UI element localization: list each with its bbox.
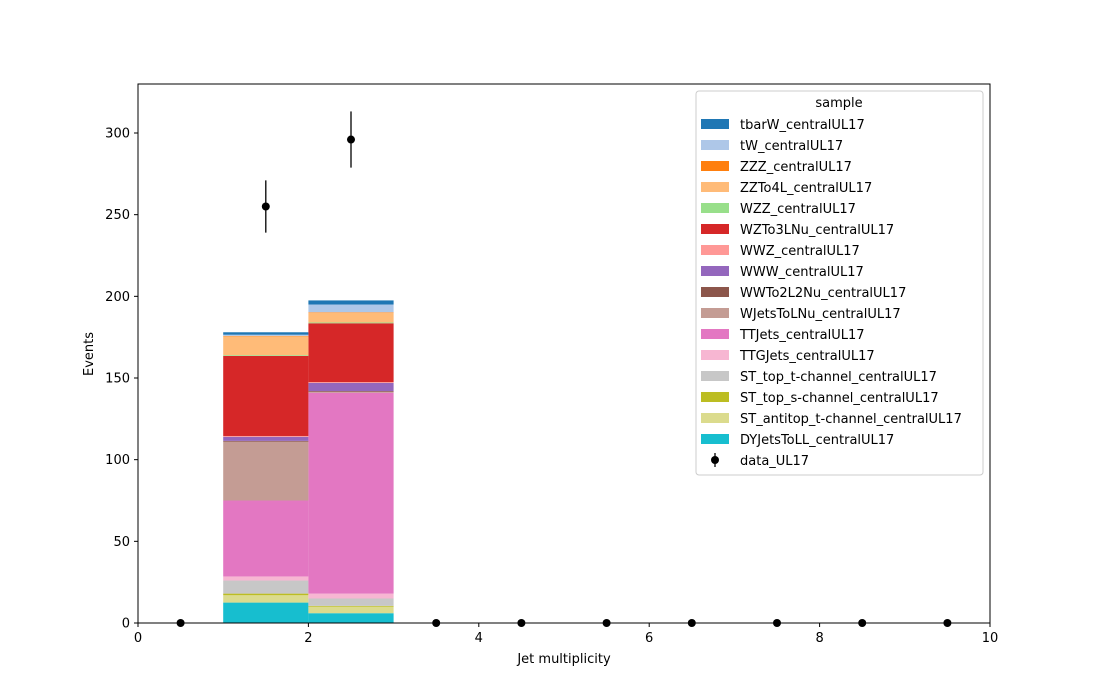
x-axis: 0 2 4 6 8 10	[134, 623, 998, 646]
bar-st-antitop-t-channel-centralul17-bin-2	[308, 606, 394, 614]
legend-label-www-centralul17: WWW_centralUL17	[740, 265, 864, 280]
bar-st-top-t-channel-centralul17-bin-2	[308, 598, 394, 606]
bar-tbarw-centralul17-bin-2	[308, 300, 394, 305]
data-point-2	[347, 135, 355, 144]
legend-swatch-zzto4l-centralul17	[701, 182, 729, 192]
legend-label-dyjetstoll-centralul17: DYJetsToLL_centralUL17	[740, 433, 894, 448]
bar-wwto2l2nu-centralul17-bin-1	[223, 440, 309, 442]
stacked-bars	[223, 300, 394, 623]
bar-wzto3lnu-centralul17-bin-2	[308, 323, 394, 383]
legend-label-tw-centralul17: tW_centralUL17	[740, 139, 843, 154]
legend-swatch-st-top-t-channel-centralul17	[701, 371, 729, 381]
legend-label-st-top-s-channel-centralul17: ST_top_s-channel_centralUL17	[740, 391, 939, 406]
legend-swatch-st-top-s-channel-centralul17	[701, 392, 729, 402]
legend-swatch-ttjets-centralul17	[701, 329, 729, 339]
x-tick-label-0: 0	[134, 631, 142, 646]
legend-swatch-wwto2l2nu-centralul17	[701, 287, 729, 297]
legend-frame	[695, 90, 984, 476]
plot-frame	[137, 83, 991, 624]
legend-label-wwto2l2nu-centralul17: WWTo2L2Nu_centralUL17	[740, 286, 906, 301]
bar-ttgjets-centralul17-bin-1	[223, 576, 309, 581]
bar-dyjetstoll-centralul17-bin-1	[223, 602, 309, 623]
x-tick-label-4: 8	[815, 631, 823, 646]
x-axis-label: Jet multiplicity	[516, 652, 611, 667]
bar-dyjetstoll-centralul17-bin-2	[308, 613, 394, 623]
bar-www-centralul17-bin-2	[308, 382, 394, 392]
bar-ttjets-centralul17-bin-1	[223, 500, 309, 577]
legend-label-wjetstolnu-centralul17: WJetsToLNu_centralUL17	[740, 307, 901, 322]
legend: sample tbarW_centralUL17 tW_centralUL17 ZZ…	[695, 90, 984, 476]
legend-swatch-st-antitop-t-channel-centralul17	[701, 413, 729, 423]
legend-data-marker	[711, 456, 719, 464]
bar-www-centralul17-bin-1	[223, 436, 309, 441]
y-tick-label-2: 100	[105, 453, 130, 468]
legend-swatch-tbarw-centralul17	[701, 119, 729, 129]
legend-swatch-wzto3lnu-centralul17	[701, 224, 729, 234]
bar-st-top-t-channel-centralul17-bin-1	[223, 580, 309, 594]
bar-ttjets-centralul17-bin-2	[308, 392, 394, 594]
bar-zzto4l-centralul17-bin-2	[308, 312, 394, 323]
bar-st-top-s-channel-centralul17-bin-1	[223, 593, 309, 596]
bar-wzz-centralul17-bin-2	[308, 322, 394, 324]
y-tick-label-5: 250	[105, 208, 130, 223]
legend-swatch-dyjetstoll-centralul17	[701, 434, 729, 444]
legend-label-wwz-centralul17: WWZ_centralUL17	[740, 244, 860, 259]
legend-swatch-wzz-centralul17	[701, 203, 729, 213]
legend-swatch-www-centralul17	[701, 266, 729, 276]
legend-swatch-ttgjets-centralul17	[701, 350, 729, 360]
y-axis-label: Events	[82, 332, 97, 376]
bar-wjetstolnu-centralul17-bin-2	[308, 391, 394, 393]
legend-title: sample	[815, 96, 862, 111]
legend-label-zzz-centralul17: ZZZ_centralUL17	[740, 160, 852, 175]
legend-label-wzz-centralul17: WZZ_centralUL17	[740, 202, 856, 217]
y-tick-label-1: 50	[113, 535, 130, 550]
data-point-1	[261, 202, 270, 211]
bar-tbarw-centralul17-bin-1	[223, 332, 309, 335]
bar-zzto4l-centralul17-bin-1	[223, 336, 309, 356]
bar-wjetstolnu-centralul17-bin-1	[223, 441, 309, 501]
bar-tw-centralul17-bin-2	[308, 304, 394, 313]
x-tick-label-2: 4	[475, 631, 483, 646]
bar-wzto3lnu-centralul17-bin-1	[223, 355, 309, 436]
bar-wzz-centralul17-bin-1	[223, 355, 309, 356]
x-tick-label-5: 10	[982, 631, 999, 646]
legend-swatch-tw-centralul17	[701, 140, 729, 150]
y-axis: 0 50 100 150 200 250 300	[105, 127, 138, 632]
bar-wwz-centralul17-bin-2	[308, 382, 394, 383]
x-tick-label-1: 2	[304, 631, 312, 646]
legend-label-st-antitop-t-channel-centralul17: ST_antitop_t-channel_centralUL17	[740, 412, 962, 427]
legend-label-data: data_UL17	[740, 454, 809, 469]
y-tick-label-3: 150	[105, 372, 130, 387]
bar-st-antitop-t-channel-centralul17-bin-1	[223, 595, 309, 603]
bar-tw-centralul17-bin-1	[223, 334, 309, 336]
y-tick-label-4: 200	[105, 290, 130, 305]
legend-label-zzto4l-centralul17: ZZTo4L_centralUL17	[740, 181, 872, 196]
y-tick-label-0: 0	[122, 617, 130, 632]
legend-swatch-wwz-centralul17	[701, 245, 729, 255]
bar-st-top-s-channel-centralul17-bin-2	[308, 605, 394, 607]
legend-label-ttgjets-centralul17: TTGJets_centralUL17	[739, 349, 875, 364]
bar-ttgjets-centralul17-bin-2	[308, 593, 394, 599]
legend-swatch-zzz-centralul17	[701, 161, 729, 171]
legend-label-wzto3lnu-centralul17: WZTo3LNu_centralUL17	[740, 223, 894, 238]
x-tick-label-3: 6	[645, 631, 653, 646]
legend-label-st-top-t-channel-centralul17: ST_top_t-channel_centralUL17	[740, 370, 937, 385]
y-tick-label-6: 300	[105, 127, 130, 142]
legend-label-ttjets-centralul17: TTJets_centralUL17	[739, 328, 865, 343]
bar-wwz-centralul17-bin-1	[223, 435, 309, 437]
bar-wwto2l2nu-centralul17-bin-2	[308, 391, 394, 392]
legend-label-tbarw-centralul17: tbarW_centralUL17	[740, 118, 865, 133]
legend-swatch-wjetstolnu-centralul17	[701, 308, 729, 318]
